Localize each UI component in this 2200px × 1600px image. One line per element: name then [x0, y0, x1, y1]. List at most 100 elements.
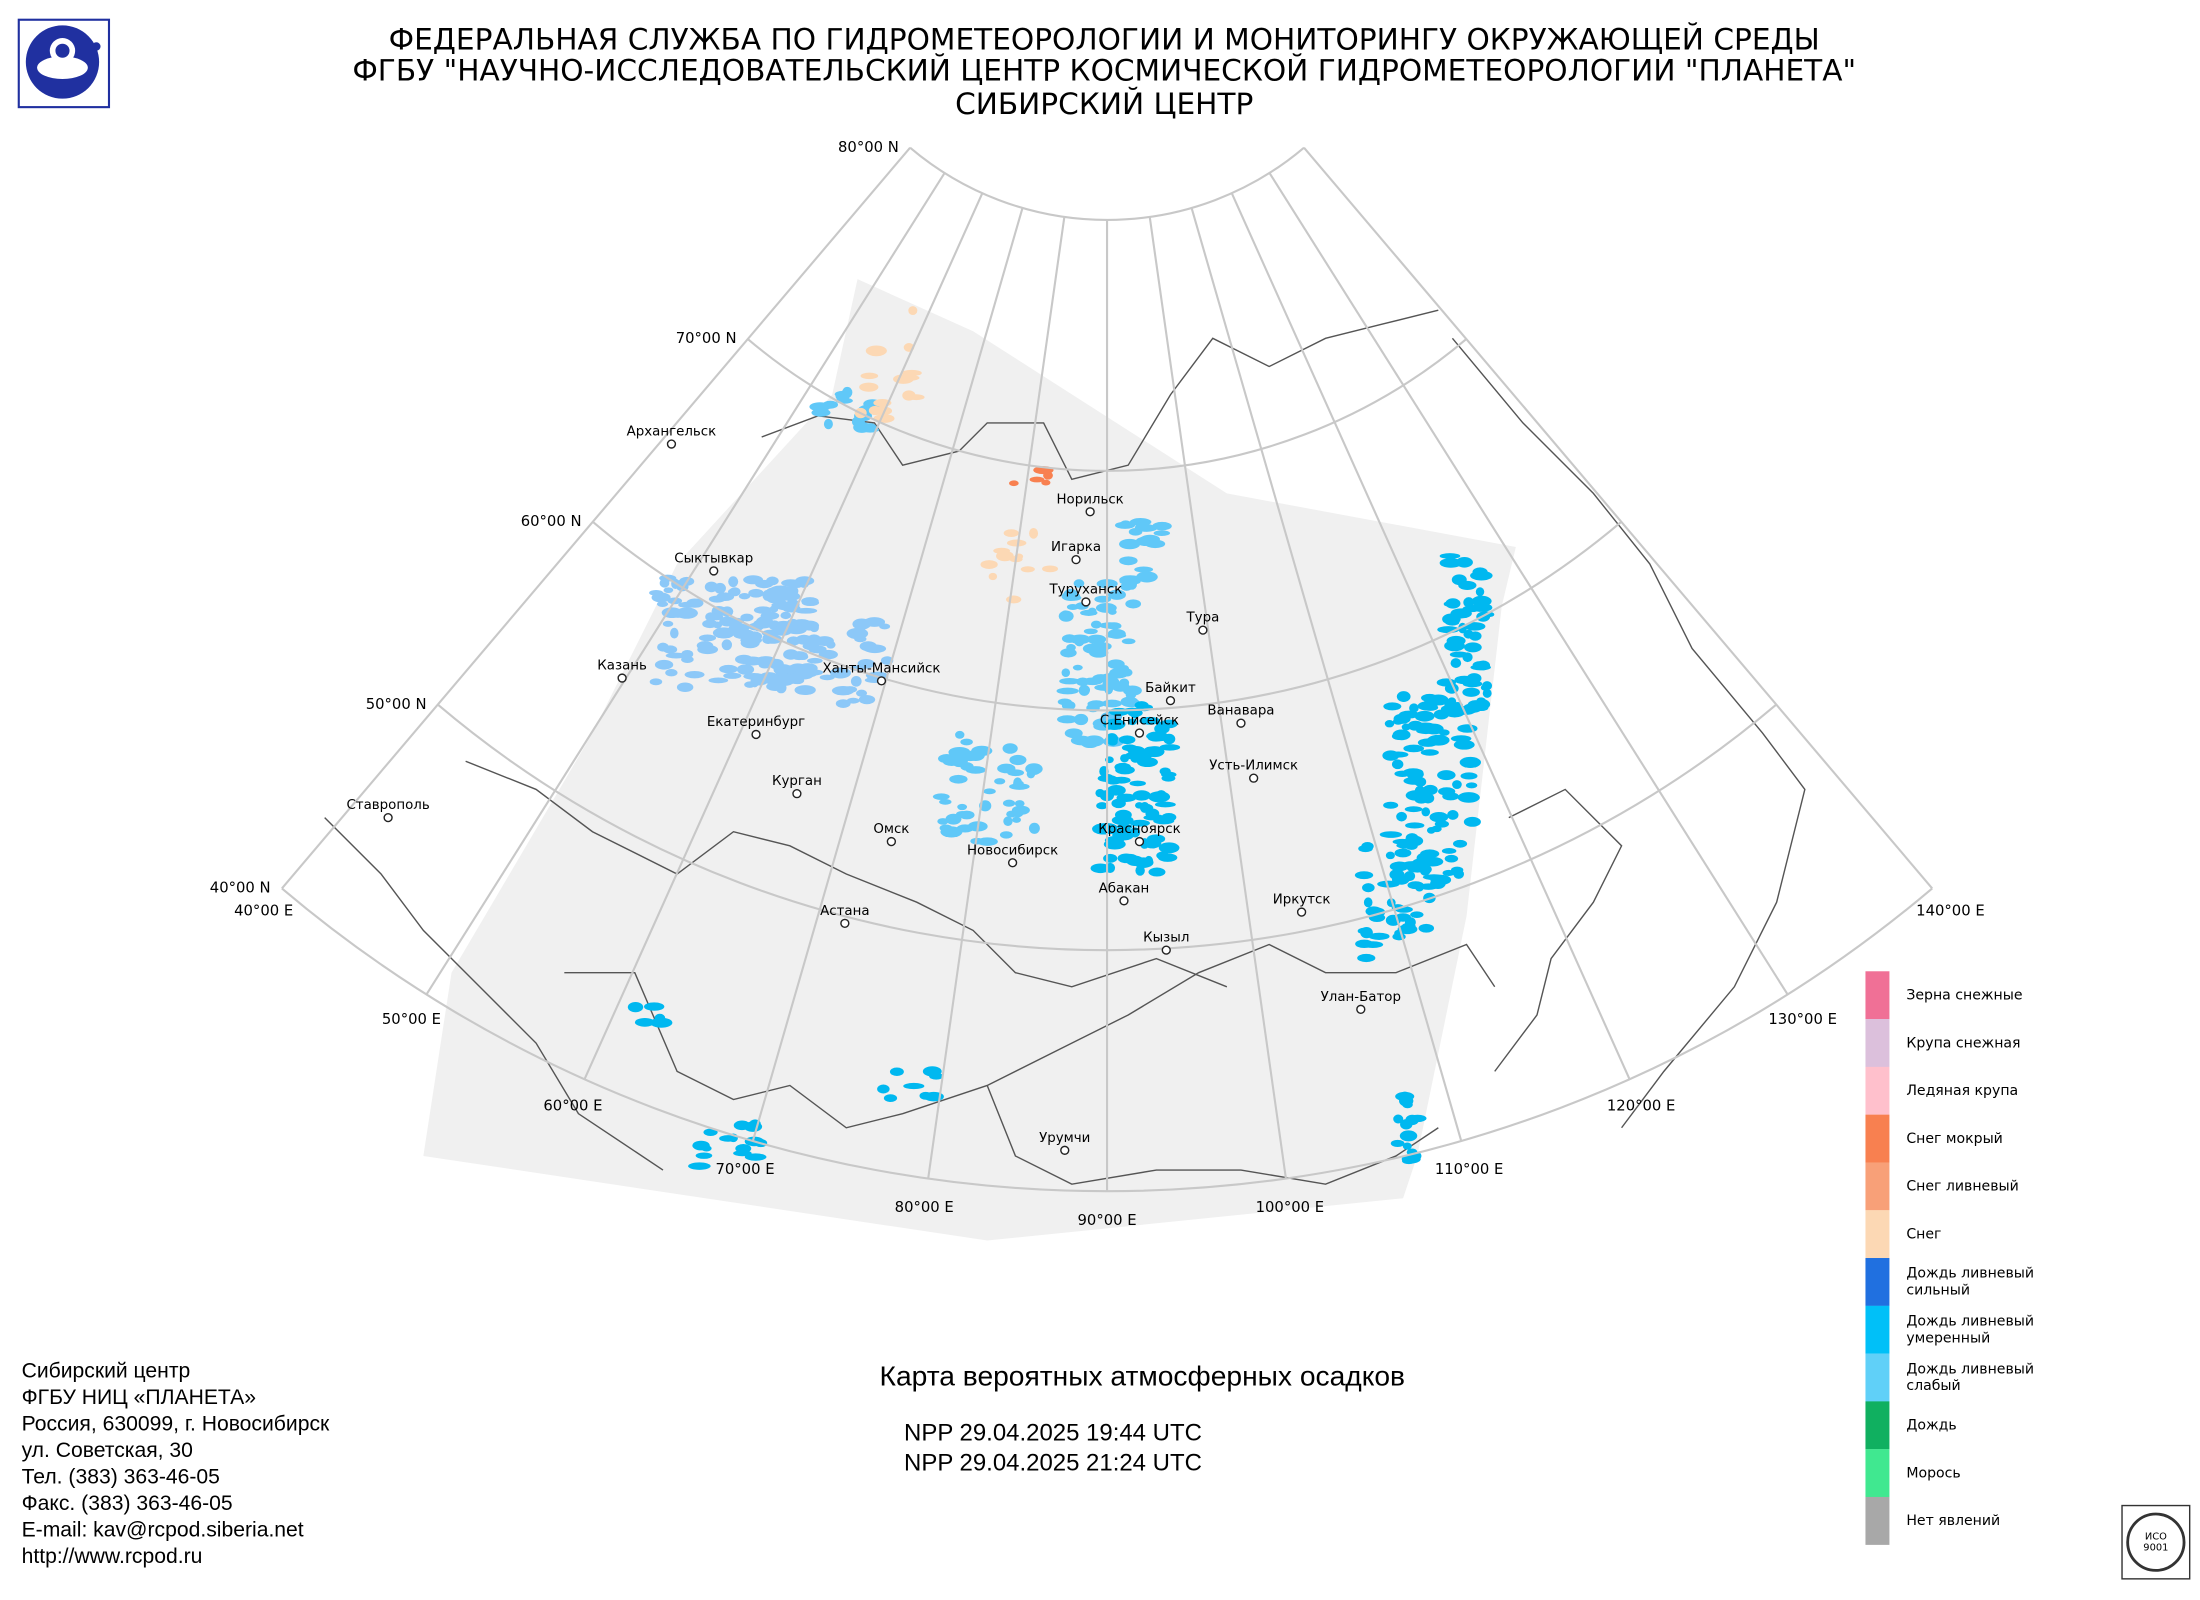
meridian-line	[1148, 216, 1287, 1179]
map-title: Карта вероятных атмосферных осадков	[880, 1360, 1405, 1392]
precip-cell	[684, 670, 705, 679]
precip-cell	[1156, 851, 1170, 860]
map	[281, 146, 1934, 1241]
legend-label: Ледяная крупа	[1906, 1083, 2018, 1099]
legend-label: Дождь ливневый	[1906, 1266, 2034, 1282]
precip-cell	[1064, 728, 1083, 739]
precip-cell	[1357, 953, 1376, 963]
precip-cell	[695, 1152, 713, 1159]
precip-cell	[994, 778, 1006, 785]
precip-cell	[733, 1150, 752, 1157]
meridian-label: 110°00 E	[1435, 1161, 1504, 1178]
precip-cell	[1103, 774, 1113, 780]
precip-cell	[993, 547, 1011, 554]
precip-cell	[960, 738, 973, 746]
precip-cell	[1391, 732, 1406, 740]
precip-cell	[659, 578, 670, 588]
svg-text:ИСО: ИСО	[2145, 1531, 2167, 1542]
precip-cell	[1384, 720, 1395, 728]
precip-cell	[1160, 719, 1178, 729]
legend-label: Нет явлений	[1906, 1513, 2000, 1529]
precip-cell	[1402, 1101, 1413, 1109]
header-line: СИБИРСКИЙ ЦЕНТР	[955, 86, 1253, 121]
precip-cell	[1433, 709, 1450, 720]
precip-cell	[1422, 874, 1446, 881]
precip-cell	[1466, 704, 1476, 713]
address-line: Россия, 630099, г. Новосибирск	[22, 1412, 330, 1435]
precip-cell	[644, 1002, 665, 1011]
precip-cell	[652, 1019, 663, 1027]
precip-cell	[965, 766, 986, 774]
precip-cell	[1129, 518, 1152, 526]
precip-cell	[811, 408, 831, 417]
precip-cell	[688, 1162, 711, 1170]
precip-cell	[1127, 718, 1137, 726]
city-marker	[1007, 858, 1018, 868]
iso-badge: ИСО 9001	[2121, 1504, 2191, 1580]
precip-cell	[1354, 871, 1374, 880]
precip-cell	[1379, 831, 1403, 838]
precip-cell	[766, 594, 787, 604]
precip-cell	[1161, 774, 1176, 782]
precip-cell	[703, 1128, 718, 1136]
precip-cell	[1123, 685, 1142, 696]
precip-cell	[1401, 723, 1411, 731]
precip-cell	[1462, 687, 1480, 697]
city-label: С.Енисейск	[1100, 714, 1179, 729]
meridian-label: 80°00 E	[895, 1199, 954, 1216]
precip-cell	[728, 576, 739, 588]
precip-cell	[1402, 768, 1424, 777]
precip-cell	[1120, 520, 1132, 528]
meridian-line	[583, 192, 984, 1080]
precip-cell	[1396, 691, 1411, 702]
precip-cell	[1126, 855, 1144, 867]
precip-cell	[1444, 640, 1465, 652]
precip-cell	[859, 382, 879, 392]
city-marker	[1134, 728, 1145, 738]
precip-cell	[627, 1002, 644, 1013]
precip-cell	[744, 1153, 767, 1161]
precip-cell	[727, 588, 738, 595]
precip-cell	[1124, 752, 1140, 760]
precip-cell	[983, 788, 996, 795]
precip-cell	[939, 799, 952, 805]
precip-cell	[1129, 780, 1146, 787]
precip-cell	[1466, 673, 1482, 684]
precip-cell	[1471, 595, 1492, 607]
precip-cell	[654, 659, 674, 670]
precip-cell	[701, 1145, 712, 1152]
precip-cell	[651, 592, 671, 603]
precip-cell	[1056, 687, 1079, 695]
parallel-label: 50°00 N	[366, 696, 427, 713]
precip-cell	[1144, 746, 1165, 758]
precip-cell	[929, 1072, 944, 1080]
precip-cell	[1074, 736, 1085, 744]
precip-cell	[709, 613, 724, 621]
precip-cell	[1410, 911, 1424, 918]
meridian-line	[1190, 207, 1463, 1142]
precip-cell	[1414, 882, 1424, 892]
precip-cell	[1083, 628, 1098, 635]
precip-cell	[1105, 733, 1119, 745]
precip-cell	[1377, 880, 1400, 888]
precip-cell	[823, 418, 833, 430]
precip-cell	[807, 657, 823, 664]
precip-cell	[1114, 762, 1132, 772]
meridian-line	[425, 172, 946, 996]
precip-cell	[794, 607, 818, 614]
precip-cell	[1080, 685, 1091, 695]
precip-cell	[686, 598, 704, 608]
precip-cell	[1011, 807, 1024, 818]
precip-cell	[728, 617, 744, 625]
precip-cell	[1060, 648, 1077, 658]
precip-cell	[1118, 735, 1136, 745]
city-marker	[1249, 773, 1259, 783]
precip-cell	[1126, 579, 1137, 590]
precip-cell	[1447, 697, 1457, 705]
address-line: E-mail: kav@rcpod.siberia.net	[22, 1518, 304, 1541]
precip-cell	[783, 649, 799, 660]
precip-cell	[1159, 767, 1171, 776]
precip-cell	[980, 560, 998, 569]
precip-cell	[1002, 743, 1018, 754]
precip-cell	[1042, 565, 1059, 573]
